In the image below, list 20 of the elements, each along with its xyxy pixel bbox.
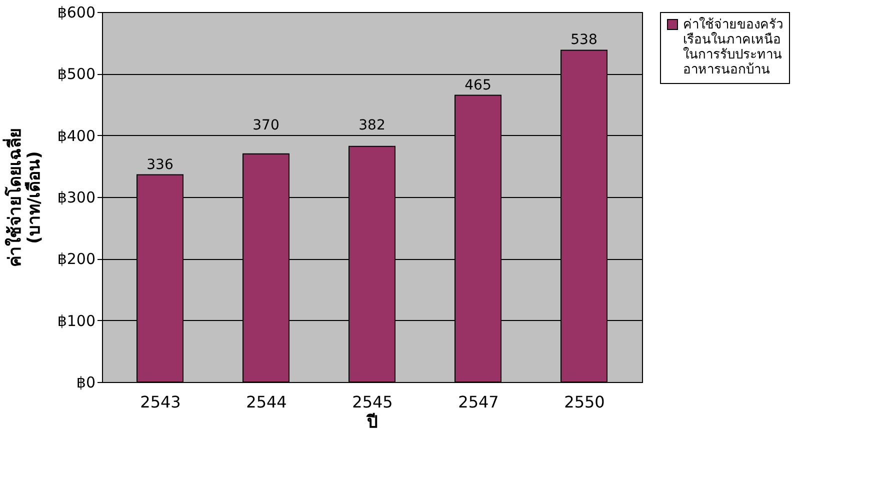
x-tick-label: 2545 xyxy=(352,392,393,412)
x-tick-label: 2550 xyxy=(564,392,605,412)
x-tick-label: 2544 xyxy=(246,392,287,412)
y-tick-label: ฿600 xyxy=(57,4,96,22)
data-label: 382 xyxy=(358,117,386,134)
y-tick-label: ฿300 xyxy=(57,188,96,206)
y-tick-label: ฿400 xyxy=(57,126,96,145)
legend-label: ค่าใช้จ่ายของครัวเรือนในภาคเหนือในการรับประทานอาหารนอกบ้าน xyxy=(683,16,783,78)
data-label: 538 xyxy=(570,32,598,48)
data-label: 370 xyxy=(252,117,280,134)
y-tick-label: ฿100 xyxy=(57,312,96,330)
x-tick-label: 2543 xyxy=(140,392,181,412)
y-tick-label: ฿200 xyxy=(57,250,96,268)
y-tick-label: ฿500 xyxy=(57,65,96,84)
y-axis-title: ค่าใช้จ่ายโดยเฉลี่ย (บาท/เดือน) xyxy=(2,128,44,267)
data-label: 336 xyxy=(146,156,174,173)
y-tick-label: ฿0 xyxy=(76,374,96,392)
x-tick-label: 2547 xyxy=(458,392,499,412)
x-axis-title: ปี xyxy=(366,412,378,432)
data-label: 465 xyxy=(464,77,492,94)
